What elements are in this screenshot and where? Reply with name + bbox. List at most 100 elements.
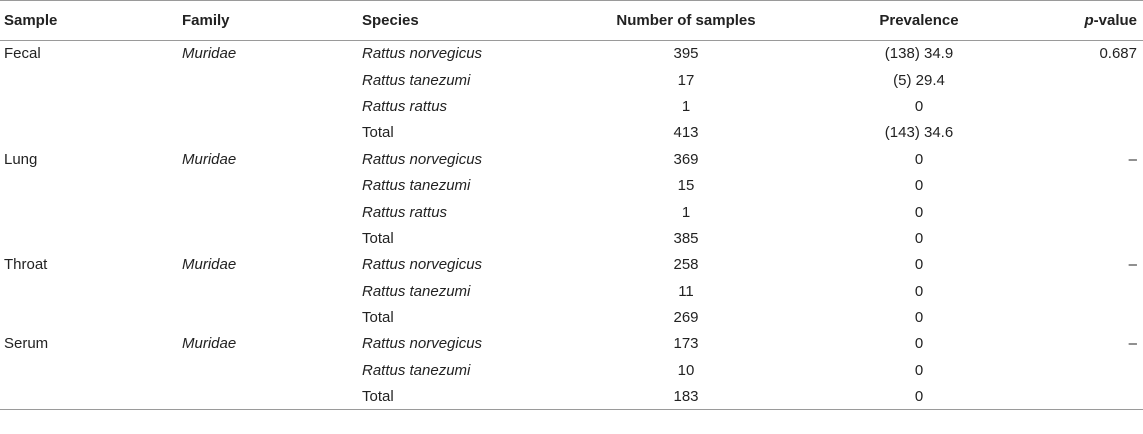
cell-p-value	[1030, 278, 1143, 304]
cell-family: Muridae	[182, 150, 237, 168]
table-row: Total 183 0	[0, 383, 1143, 411]
cell-family: Muridae	[182, 335, 237, 353]
cell-prevalence: 0	[914, 229, 924, 247]
table-row: Lung Muridae Rattus norvegicus 369 0 –	[0, 146, 1143, 172]
cell-p-value	[1030, 383, 1143, 411]
cell-p-value	[1030, 120, 1143, 146]
cell-sample	[0, 172, 176, 198]
cell-species: Rattus tanezumi	[362, 282, 471, 300]
cell-family	[176, 357, 357, 383]
cell-sample	[0, 67, 176, 93]
cell-prevalence: 0	[914, 203, 924, 221]
cell-p-value: –	[1128, 150, 1137, 168]
cell-number-of-samples: 258	[673, 256, 699, 274]
cell-family	[176, 383, 357, 411]
cell-family: Muridae	[182, 45, 237, 63]
cell-species: Rattus norvegicus	[362, 335, 483, 353]
cell-number-of-samples: 385	[673, 229, 699, 247]
cell-p-value	[1030, 357, 1143, 383]
cell-family	[176, 172, 357, 198]
table-row: Serum Muridae Rattus norvegicus 173 0 –	[0, 331, 1143, 357]
header-p-value: p-value	[1030, 0, 1143, 41]
header-species: Species	[357, 0, 564, 41]
cell-family	[176, 304, 357, 330]
cell-number-of-samples: 15	[677, 177, 695, 195]
cell-sample	[0, 120, 176, 146]
cell-number-of-samples: 183	[564, 383, 808, 411]
cell-family	[176, 278, 357, 304]
cell-prevalence: 0	[914, 150, 924, 168]
table-header: Sample Family Species Number of samples …	[0, 0, 1143, 41]
header-sample: Sample	[0, 0, 176, 41]
cell-sample	[0, 199, 176, 225]
table-body: Fecal Muridae Rattus norvegicus 395 (138) 34…	[0, 41, 1143, 411]
cell-number-of-samples: 173	[673, 335, 699, 353]
cell-sample: Throat	[4, 256, 48, 274]
cell-prevalence: 0	[914, 177, 924, 195]
table-row: Total 413 (143) 34.6	[0, 120, 1143, 146]
cell-sample	[0, 304, 176, 330]
cell-prevalence: 0	[808, 383, 1030, 411]
cell-number-of-samples: 1	[681, 203, 691, 221]
cell-family: Muridae	[182, 256, 237, 274]
cell-p-value	[1030, 199, 1143, 225]
cell-species: Rattus tanezumi	[362, 71, 471, 89]
cell-number-of-samples: 395	[673, 45, 699, 63]
header-prevalence: Prevalence	[808, 0, 1030, 41]
cell-p-value: –	[1128, 335, 1137, 353]
cell-species: Rattus rattus	[362, 97, 448, 115]
cell-species: Rattus tanezumi	[362, 177, 471, 195]
table-row: Rattus rattus 1 0	[0, 199, 1143, 225]
cell-number-of-samples: 17	[677, 71, 695, 89]
cell-sample	[0, 383, 176, 411]
header-number-of-samples: Number of samples	[564, 0, 808, 41]
cell-family	[176, 93, 357, 119]
table-row: Total 385 0	[0, 225, 1143, 251]
cell-species: Rattus norvegicus	[362, 256, 483, 274]
cell-prevalence: 0	[914, 282, 924, 300]
cell-family	[176, 67, 357, 93]
cell-prevalence: 0	[914, 97, 924, 115]
cell-number-of-samples: 269	[673, 309, 699, 327]
table-row: Rattus tanezumi 11 0	[0, 278, 1143, 304]
cell-p-value	[1030, 172, 1143, 198]
cell-species: Rattus norvegicus	[362, 45, 483, 63]
cell-number-of-samples: 11	[678, 282, 694, 300]
cell-number-of-samples: 413	[673, 124, 699, 142]
cell-species: Rattus norvegicus	[362, 150, 483, 168]
cell-family	[176, 225, 357, 251]
table-row: Rattus tanezumi 15 0	[0, 172, 1143, 198]
cell-p-value: –	[1128, 256, 1137, 274]
cell-number-of-samples: 1	[681, 97, 691, 115]
cell-prevalence: 0	[914, 335, 924, 353]
cell-family	[176, 120, 357, 146]
cell-number-of-samples: 10	[677, 361, 695, 379]
cell-p-value	[1030, 304, 1143, 330]
cell-p-value: 0.687	[1099, 45, 1137, 63]
cell-sample: Lung	[4, 150, 38, 168]
cell-species: Rattus rattus	[362, 203, 448, 221]
cell-species: Total	[362, 229, 394, 247]
cell-prevalence: 0	[914, 256, 924, 274]
prevalence-table: Sample Family Species Number of samples …	[0, 0, 1143, 411]
header-p-letter: p	[1084, 12, 1094, 29]
cell-species: Total	[357, 383, 564, 411]
cell-sample: Fecal	[4, 45, 41, 63]
cell-sample	[0, 357, 176, 383]
cell-species: Rattus tanezumi	[362, 361, 471, 379]
cell-p-value	[1030, 67, 1143, 93]
cell-species: Total	[362, 309, 394, 327]
table-row: Rattus rattus 1 0	[0, 93, 1143, 119]
cell-prevalence: (5) 29.4	[893, 71, 945, 89]
table-row: Rattus tanezumi 10 0	[0, 357, 1143, 383]
cell-number-of-samples: 369	[673, 150, 699, 168]
cell-prevalence: (138) 34.9	[884, 45, 954, 63]
header-family: Family	[176, 0, 357, 41]
table-row: Fecal Muridae Rattus norvegicus 395 (138) 34…	[0, 41, 1143, 67]
table-row: Rattus tanezumi 17 (5) 29.4	[0, 67, 1143, 93]
cell-family	[176, 199, 357, 225]
cell-prevalence: 0	[914, 361, 924, 379]
cell-sample	[0, 225, 176, 251]
cell-p-value	[1030, 225, 1143, 251]
